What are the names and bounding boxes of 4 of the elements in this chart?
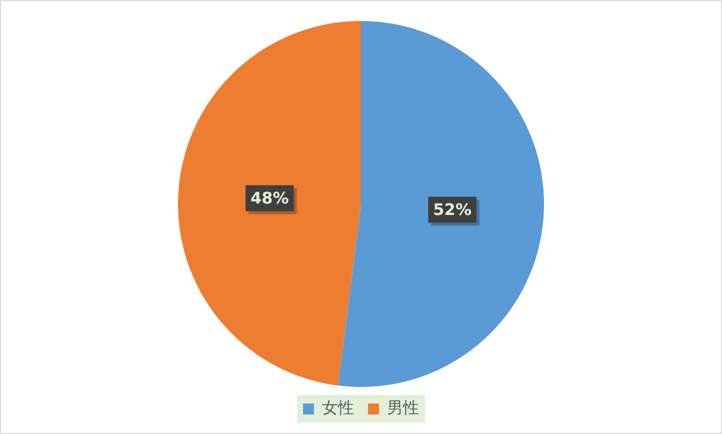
legend-label: 男性 [387,398,419,418]
data-label: 52% [433,200,472,219]
data-label: 48% [250,188,289,208]
legend-label: 女性 [322,398,354,418]
